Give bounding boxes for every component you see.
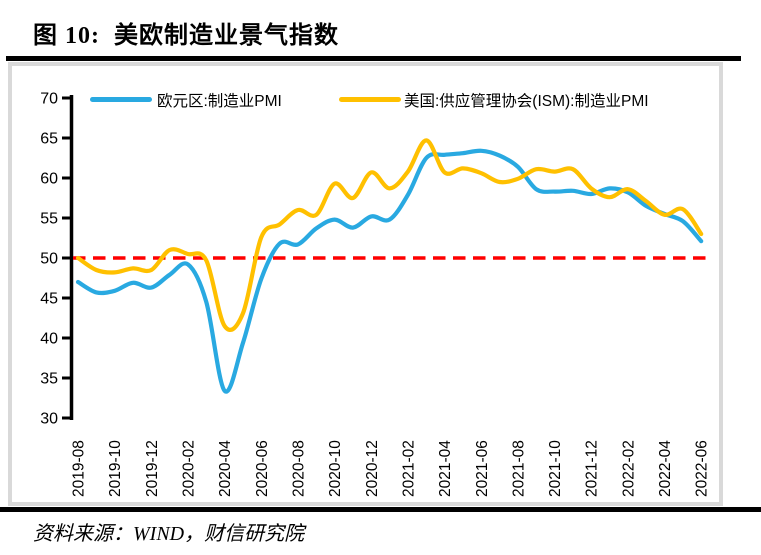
- data-source-note: 资料来源：WIND，财信研究院: [33, 523, 305, 545]
- figure-bottom-rule: [0, 507, 761, 512]
- chart-frame: [8, 62, 723, 506]
- title-underline-rule: [6, 56, 741, 61]
- eurozone-legend-swatch: [90, 97, 152, 102]
- us-ism-legend-swatch: [339, 97, 401, 102]
- figure-title: 图 10: 美欧制造业景气指数: [33, 23, 339, 49]
- us-ism-legend-label: 美国:供应管理协会(ISM):制造业PMI: [404, 93, 649, 110]
- eurozone-legend-label: 欧元区:制造业PMI: [157, 93, 282, 110]
